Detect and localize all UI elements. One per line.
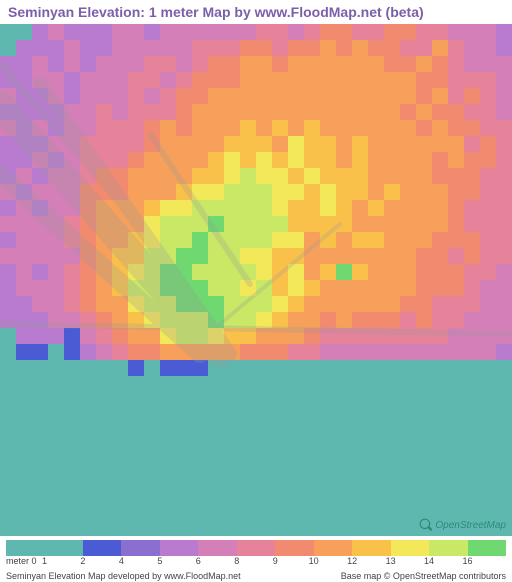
credit-right: Base map © OpenStreetMap contributors xyxy=(341,571,506,581)
credits-row: Seminyan Elevation Map developed by www.… xyxy=(6,571,506,581)
heatmap-grid xyxy=(0,24,512,536)
osm-label: OpenStreetMap xyxy=(435,520,506,531)
elevation-map: OpenStreetMap xyxy=(0,24,512,536)
footer: meter 012456891012131416 Seminyan Elevat… xyxy=(0,536,512,582)
legend-labels: meter 012456891012131416 xyxy=(6,556,506,568)
credit-left: Seminyan Elevation Map developed by www.… xyxy=(6,571,241,581)
magnify-icon xyxy=(419,518,433,532)
page-title: Seminyan Elevation: 1 meter Map by www.F… xyxy=(8,4,424,20)
legend-color-bar xyxy=(6,540,506,556)
osm-attribution: OpenStreetMap xyxy=(419,518,506,532)
root: Seminyan Elevation: 1 meter Map by www.F… xyxy=(0,0,512,582)
